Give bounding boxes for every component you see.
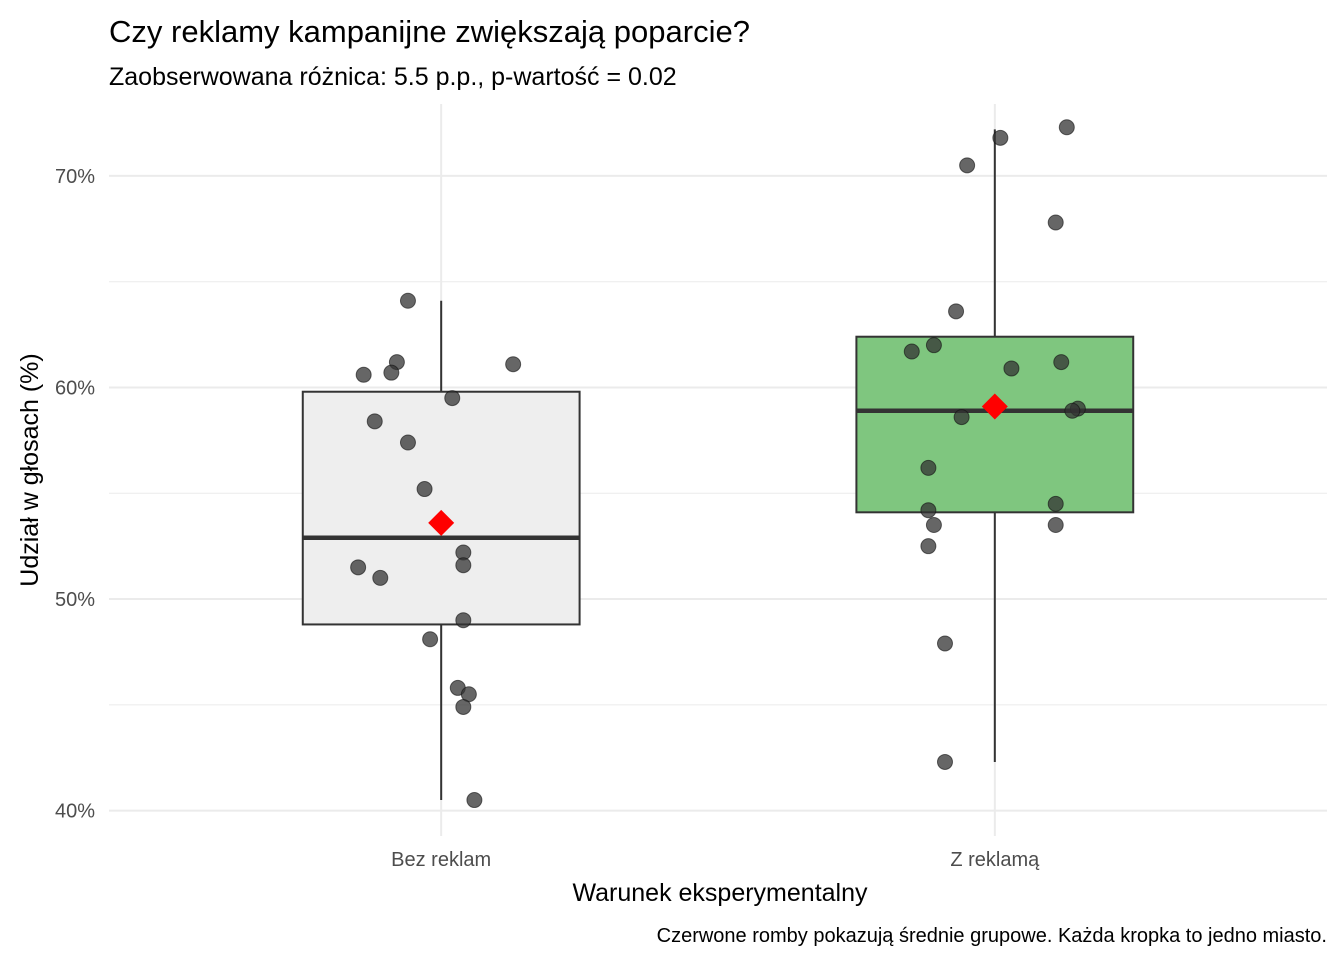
data-point: [920, 459, 937, 476]
y-axis-ticks: 40% 50% 60% 70%: [55, 166, 95, 823]
box: [301, 390, 581, 626]
data-point: [920, 538, 937, 555]
data-point: [416, 481, 433, 498]
data-point: [903, 343, 920, 360]
chart-title: Czy reklamy kampanijne zwiększają poparc…: [109, 14, 750, 49]
grid-lines: [109, 104, 1327, 836]
data-point: [936, 635, 953, 652]
x-tick-label: Bez reklam: [391, 849, 491, 871]
box: [855, 335, 1135, 514]
data-point: [1047, 517, 1064, 534]
data-point: [366, 413, 383, 430]
data-point: [505, 356, 522, 373]
y-tick-label: 40%: [55, 801, 95, 823]
box-layer: [301, 129, 1135, 801]
data-point: [959, 157, 976, 174]
y-tick-label: 70%: [55, 166, 95, 188]
x-axis-ticks: Bez reklam Z reklamą: [391, 849, 1040, 871]
data-point: [455, 612, 472, 629]
data-point: [455, 698, 472, 715]
data-point: [925, 517, 942, 534]
chart-subtitle: Zaobserwowana różnica: 5.5 p.p., p-warto…: [109, 63, 677, 91]
data-point: [455, 557, 472, 574]
data-point: [350, 559, 367, 576]
data-point: [948, 303, 965, 320]
chart-caption: Czerwone romby pokazują średnie grupowe.…: [657, 925, 1327, 947]
data-point: [466, 792, 483, 809]
data-point: [372, 569, 389, 586]
data-point: [1058, 119, 1075, 136]
data-point: [920, 502, 937, 519]
data-point: [1064, 402, 1081, 419]
data-point: [355, 366, 372, 383]
mean-diamond: [428, 509, 455, 536]
data-point: [1003, 360, 1020, 377]
y-axis-title: Udział w głosach (%): [16, 353, 44, 586]
data-point: [444, 390, 461, 407]
y-tick-label: 50%: [55, 589, 95, 611]
data-point: [399, 292, 416, 309]
mean-layer: [428, 393, 1008, 536]
data-point: [936, 753, 953, 770]
data-point: [1047, 495, 1064, 512]
data-point: [1053, 354, 1070, 371]
mean-diamond: [981, 393, 1008, 420]
data-point: [399, 434, 416, 451]
x-axis-title: Warunek eksperymentalny: [572, 879, 868, 907]
data-point: [383, 364, 400, 381]
point-layer: [350, 119, 1086, 809]
data-point: [953, 409, 970, 426]
data-point: [992, 129, 1009, 146]
data-point: [925, 337, 942, 354]
x-tick-label: Z reklamą: [950, 849, 1040, 871]
data-point: [1047, 214, 1064, 231]
data-point: [422, 631, 439, 648]
y-tick-label: 60%: [55, 377, 95, 399]
